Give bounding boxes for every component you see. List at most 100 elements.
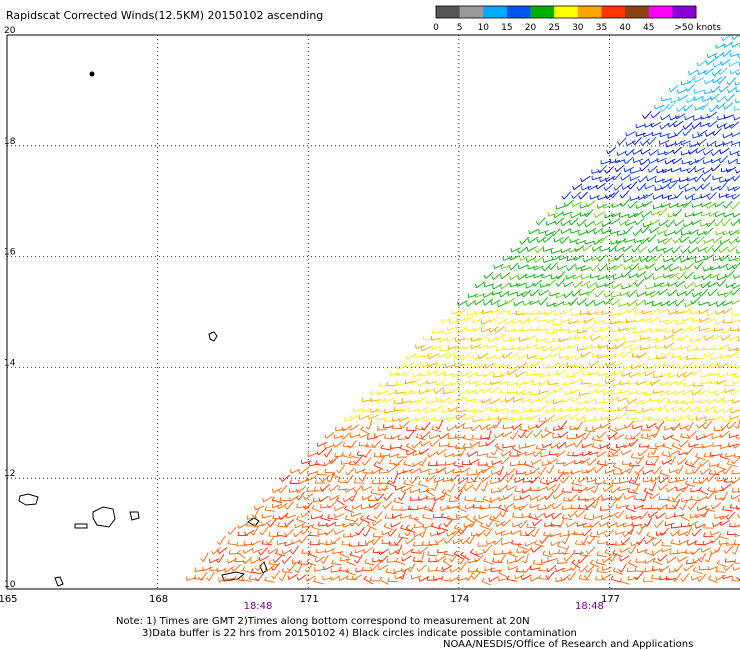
wind-barb — [456, 413, 466, 420]
wind-barb-feather — [499, 285, 503, 290]
wind-barb-feather — [335, 426, 337, 431]
wind-barb — [705, 329, 716, 333]
wind-barb-feather — [427, 363, 429, 368]
wind-barb — [411, 467, 421, 474]
wind-barb — [689, 246, 698, 254]
wind-barb — [709, 301, 719, 307]
wind-barb — [641, 148, 651, 155]
wind-barb — [649, 511, 658, 518]
wind-barb — [637, 291, 647, 297]
wind-barb — [439, 444, 450, 447]
wind-barb — [610, 578, 621, 583]
wind-barb-feather — [700, 284, 704, 289]
wind-barb — [707, 489, 718, 494]
wind-barb — [674, 120, 684, 128]
wind-barb-feather — [519, 425, 522, 430]
wind-barb — [634, 137, 642, 146]
wind-barb — [570, 238, 580, 244]
wind-barb-feather — [650, 211, 653, 216]
wind-barb — [711, 435, 722, 439]
wind-barb — [299, 467, 309, 475]
wind-barb-feather — [735, 364, 737, 369]
wind-barb — [654, 282, 665, 287]
wind-barb-feather — [621, 353, 624, 358]
wind-barb-feather — [494, 434, 497, 439]
wind-barb — [638, 182, 647, 191]
wind-barb — [368, 419, 373, 430]
wind-barb-feather — [552, 495, 556, 500]
wind-barb-feather — [492, 425, 496, 429]
island-dot — [89, 71, 95, 77]
wind-barb-feather — [644, 567, 647, 572]
wind-barb-feather — [489, 309, 492, 314]
wind-barb — [725, 388, 735, 393]
wind-barb-feather — [632, 232, 636, 236]
wind-barb-feather — [369, 566, 373, 571]
wind-barb-feather — [404, 362, 406, 367]
wind-barb-feather — [726, 530, 729, 535]
wind-barb — [401, 486, 412, 493]
wind-barb-feather — [691, 391, 694, 396]
wind-barb — [726, 270, 735, 278]
wind-barb — [690, 236, 699, 245]
wind-barb-feather — [360, 426, 364, 430]
wind-barb-feather — [342, 497, 345, 502]
wind-barb-feather — [677, 557, 680, 562]
wind-barb — [538, 570, 549, 572]
wind-barb — [486, 355, 496, 360]
wind-barb — [647, 456, 658, 458]
wind-barb — [472, 518, 483, 524]
wind-barb — [532, 360, 542, 368]
wind-barb — [710, 381, 721, 385]
wind-barb-feather — [556, 265, 559, 270]
wind-barb — [501, 282, 510, 290]
wind-barb-feather — [714, 222, 718, 227]
wind-barb-feather — [291, 539, 293, 544]
wind-barb — [728, 257, 739, 262]
wind-barb-feather — [394, 575, 396, 580]
wind-barb-feather — [544, 496, 548, 500]
wind-barb — [707, 52, 718, 59]
wind-barb-feather — [635, 301, 638, 306]
wind-barb-feather — [501, 432, 504, 437]
wind-barb — [611, 298, 621, 306]
wind-barb — [544, 430, 555, 435]
wind-barb — [660, 381, 671, 387]
wind-barb — [619, 214, 630, 218]
wind-barb-feather — [649, 220, 652, 225]
wind-barb — [506, 298, 515, 305]
wind-barb — [538, 312, 549, 315]
wind-barb — [640, 336, 651, 340]
wind-barb — [596, 571, 607, 573]
wind-barb — [516, 555, 525, 563]
wind-barb — [656, 247, 667, 252]
wind-barb-feather — [511, 444, 516, 449]
wind-barb-feather — [671, 496, 675, 501]
wind-barb-feather — [603, 300, 606, 305]
wind-barb — [635, 399, 645, 405]
wind-barb-feather — [622, 247, 625, 252]
wind-barb — [714, 489, 725, 492]
wind-barb-feather — [650, 123, 653, 128]
wind-barb — [538, 395, 548, 402]
wind-barb-feather — [651, 470, 655, 475]
wind-barb — [466, 473, 477, 476]
wind-barb — [725, 545, 734, 554]
wind-barb-feather — [567, 344, 570, 349]
wind-barb — [629, 273, 639, 279]
wind-barb — [453, 464, 464, 468]
wind-barb — [666, 142, 676, 148]
wind-barb — [435, 569, 446, 573]
wind-barb — [624, 239, 635, 243]
wind-barb-feather — [349, 522, 353, 527]
wind-barb-feather — [725, 97, 728, 102]
wind-barb — [476, 281, 486, 289]
wind-barb-feather — [437, 549, 439, 554]
wind-barb — [581, 185, 592, 191]
wind-barb — [356, 554, 363, 564]
wind-barb-feather — [447, 434, 450, 439]
wind-barb-feather — [610, 407, 613, 412]
wind-barb — [620, 547, 631, 553]
wind-barb — [534, 265, 544, 271]
wind-barb-feather — [492, 540, 496, 545]
